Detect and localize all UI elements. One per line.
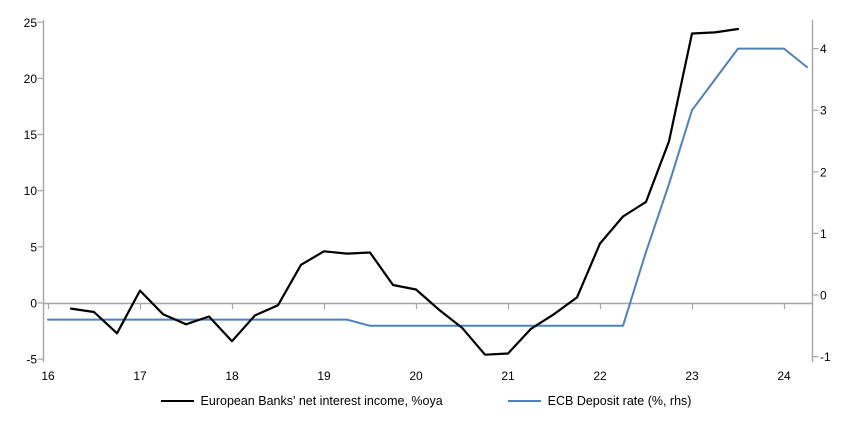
left-axis-tick-label: 0	[30, 297, 37, 311]
series-line-ecb-deposit-rate	[47, 47, 808, 327]
right-axis-tick-label: -1	[820, 350, 831, 364]
blue-line-swatch	[507, 400, 541, 402]
x-axis-tick-label: 22	[593, 369, 607, 383]
right-axis-tick-label: 0	[820, 289, 827, 303]
black-line-swatch	[160, 400, 194, 402]
series-line-net-interest-income	[69, 27, 740, 356]
left-axis-tick-label: -5	[26, 353, 37, 367]
chart-legend: European Banks' net interest income, %oy…	[0, 394, 852, 408]
x-axis-tick-label: 23	[685, 369, 699, 383]
legend-label-net-interest-income: European Banks' net interest income, %oy…	[200, 394, 443, 408]
left-axis-tick-label: 20	[24, 72, 38, 86]
legend-item-ecb-deposit-rate: ECB Deposit rate (%, rhs)	[507, 394, 692, 408]
x-axis-tick-label: 19	[317, 369, 331, 383]
left-axis-tick-label: 10	[24, 184, 38, 198]
left-axis-tick-label: 5	[30, 240, 37, 254]
x-axis-tick-label: 24	[777, 369, 791, 383]
left-axis-tick-label: 25	[24, 16, 38, 30]
x-axis-tick-label: 21	[501, 369, 515, 383]
x-axis-tick-label: 20	[409, 369, 423, 383]
x-axis-tick-label: 17	[133, 369, 147, 383]
left-axis-tick-label: 15	[24, 128, 38, 142]
right-axis-tick-label: 3	[820, 104, 827, 118]
legend-item-net-interest-income: European Banks' net interest income, %oy…	[160, 394, 443, 408]
right-axis-tick-label: 1	[820, 227, 827, 241]
right-axis-tick-label: 2	[820, 165, 827, 179]
right-axis-tick-label: 4	[820, 42, 827, 56]
x-axis-tick-label: 18	[225, 369, 239, 383]
legend-label-ecb-deposit-rate: ECB Deposit rate (%, rhs)	[547, 394, 692, 408]
x-axis-tick-label: 16	[41, 369, 55, 383]
